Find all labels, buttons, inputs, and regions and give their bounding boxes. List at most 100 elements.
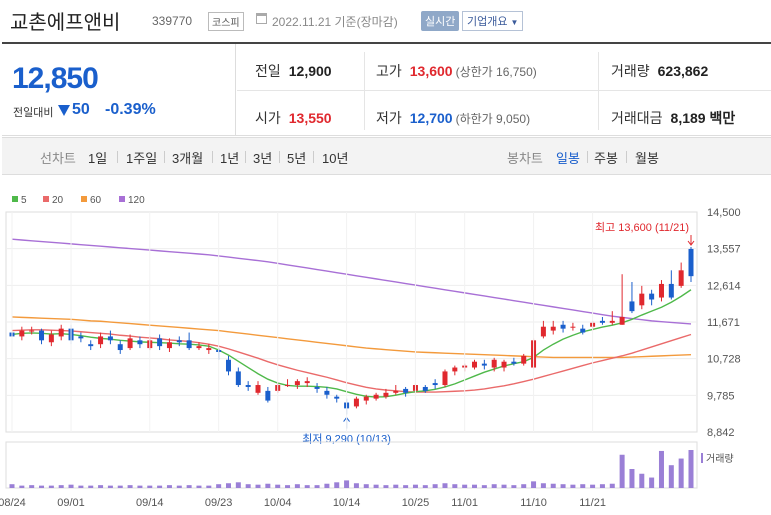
volume-bar — [481, 485, 487, 488]
candle-body — [304, 381, 310, 384]
period-10y[interactable]: 10년 — [322, 151, 349, 166]
candle-body — [619, 316, 625, 325]
candle-body — [353, 398, 359, 407]
candle-body — [678, 270, 684, 286]
divider — [598, 52, 599, 130]
volume-bar — [176, 485, 182, 488]
candle-body — [157, 338, 163, 347]
candle-body — [442, 371, 448, 386]
candle-body — [649, 293, 655, 300]
volume-bar — [472, 484, 478, 488]
market-badge: 코스피 — [208, 12, 244, 31]
legend-label: 20 — [52, 195, 64, 206]
candle-body — [688, 248, 694, 277]
volume-bar — [412, 484, 418, 488]
candle-body — [314, 386, 320, 389]
candle-body — [580, 328, 586, 333]
divider — [237, 90, 771, 91]
candle-body — [285, 385, 291, 387]
upper-limit: (상한가 16,750) — [455, 65, 537, 79]
change-value: 50 — [72, 101, 90, 118]
candle-body — [560, 324, 566, 329]
volume-bar — [383, 485, 389, 488]
candle-body — [540, 326, 546, 337]
divider — [587, 151, 588, 163]
volume-bar — [58, 485, 64, 488]
x-tick-label: 11/21 — [579, 497, 606, 509]
candle-daily[interactable]: 일봉 — [556, 151, 580, 166]
candle-body — [117, 344, 123, 351]
y-tick-label: 10,728 — [707, 354, 741, 366]
volume-bar — [117, 485, 123, 488]
low-value: 12,700 — [409, 110, 453, 126]
change-percent: -0.39% — [105, 101, 156, 118]
volume: 거래량 623,862 — [611, 61, 708, 81]
volume-bar — [432, 484, 438, 488]
x-tick-label: 08/24 — [0, 497, 26, 509]
candle-body — [393, 390, 399, 393]
period-5y[interactable]: 5년 — [287, 151, 307, 166]
volume-bar — [570, 484, 576, 488]
candle-body — [501, 361, 507, 368]
volume-bar — [48, 485, 54, 488]
period-1w[interactable]: 1주일 — [126, 151, 158, 166]
candle-body — [658, 283, 664, 298]
volume-bar — [403, 485, 409, 488]
change-label: 전일대비 — [13, 107, 54, 119]
volume-bar — [206, 485, 212, 488]
volume-bar — [511, 485, 517, 488]
volume-bar — [649, 477, 655, 488]
legend-swatch — [81, 196, 87, 202]
volume-bar — [19, 485, 25, 488]
candle-body — [599, 320, 605, 323]
prev-close-value: 12,900 — [288, 63, 332, 79]
candle-body — [127, 338, 133, 349]
volume-bar — [452, 484, 458, 488]
high-label: 고가 — [376, 63, 402, 79]
low-label: 저가 — [376, 110, 402, 126]
candle-body — [255, 385, 261, 393]
x-tick-label: 10/25 — [402, 497, 430, 509]
volume-bar — [629, 469, 635, 488]
company-profile-button[interactable]: 기업개요 ▼ — [462, 11, 524, 31]
candle-body — [39, 330, 45, 341]
volume-bar — [324, 483, 330, 488]
volume-bar — [88, 485, 94, 488]
trade-value-label: 거래대금 — [611, 110, 663, 126]
price-chart: 14,500 13,557 12,614 11,671 10,728 9,785 8,842… — [0, 195, 741, 509]
volume-bar — [245, 484, 251, 488]
down-triangle-icon — [58, 105, 70, 116]
candle-body — [373, 394, 379, 399]
period-3m[interactable]: 3개월 — [172, 151, 204, 166]
company-name: 교촌에프앤비 — [10, 12, 121, 34]
candle-body — [668, 283, 674, 298]
volume-bar — [353, 483, 359, 488]
volume-bar — [590, 484, 596, 488]
legend-label: 60 — [90, 195, 102, 206]
high-value: 13,600 — [409, 63, 453, 79]
volume-bar — [147, 485, 153, 488]
realtime-button[interactable]: 실시간 — [421, 11, 460, 31]
y-tick-label: 8,842 — [707, 427, 735, 439]
volume-bar — [98, 485, 104, 488]
volume-value: 623,862 — [657, 63, 709, 79]
volume-bar — [9, 484, 15, 488]
candle-weekly[interactable]: 주봉 — [594, 151, 618, 166]
volume-bar — [639, 473, 645, 488]
period-1d[interactable]: 1일 — [88, 151, 108, 166]
period-bar: 선차트 1일 1주일 3개월 1년 3년 5년 10년 봉차트 일봉 주봉 월봉 — [2, 137, 771, 175]
volume-bar — [225, 483, 231, 488]
volume-bar — [550, 483, 556, 488]
period-3y[interactable]: 3년 — [253, 151, 273, 166]
stock-code: 339770 — [152, 14, 193, 28]
candle-body — [294, 381, 300, 386]
period-1y[interactable]: 1년 — [220, 151, 240, 166]
candle-body — [196, 346, 202, 349]
high: 고가 13,600 (상한가 16,750) — [376, 61, 537, 81]
candle-monthly[interactable]: 월봉 — [635, 151, 659, 166]
volume-bar — [39, 485, 45, 488]
open-label: 시가 — [255, 110, 281, 126]
divider — [212, 151, 213, 163]
volume-bar — [580, 484, 586, 488]
volume-bar — [314, 485, 320, 488]
